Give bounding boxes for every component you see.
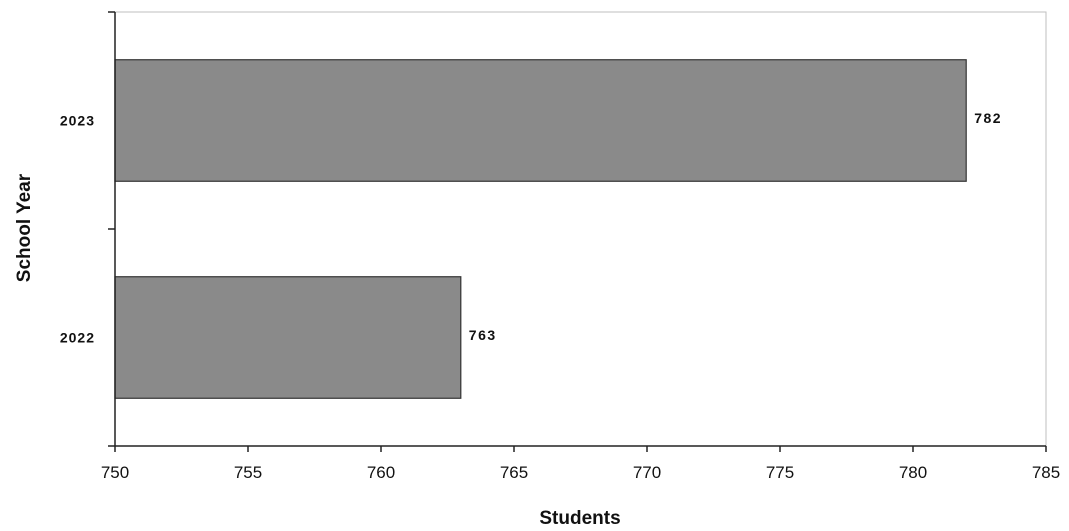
x-axis: 750 755 760 765 770 775 780 785: [101, 445, 1060, 482]
x-tick-label-775: 775: [766, 463, 794, 482]
bars-group: 763 782: [114, 59, 1002, 399]
x-axis-title: Students: [539, 508, 620, 529]
x-tick-label-755: 755: [234, 463, 262, 482]
x-tick-label-770: 770: [633, 463, 661, 482]
y-tick-label-2023: 2023: [60, 113, 95, 129]
bar-2023: [114, 59, 967, 182]
x-tick-label-765: 765: [500, 463, 528, 482]
x-tick-label-780: 780: [899, 463, 927, 482]
x-tick-label-760: 760: [367, 463, 395, 482]
y-tick-label-2022: 2022: [60, 330, 95, 346]
y-axis-title: School Year: [14, 173, 35, 282]
data-label-2023: 782: [974, 110, 1002, 126]
x-tick-label-785: 785: [1032, 463, 1060, 482]
bar-2022: [114, 276, 462, 399]
y-axis: 2022 2023: [60, 11, 116, 447]
x-tick-label-750: 750: [101, 463, 129, 482]
data-label-2022: 763: [469, 327, 497, 343]
